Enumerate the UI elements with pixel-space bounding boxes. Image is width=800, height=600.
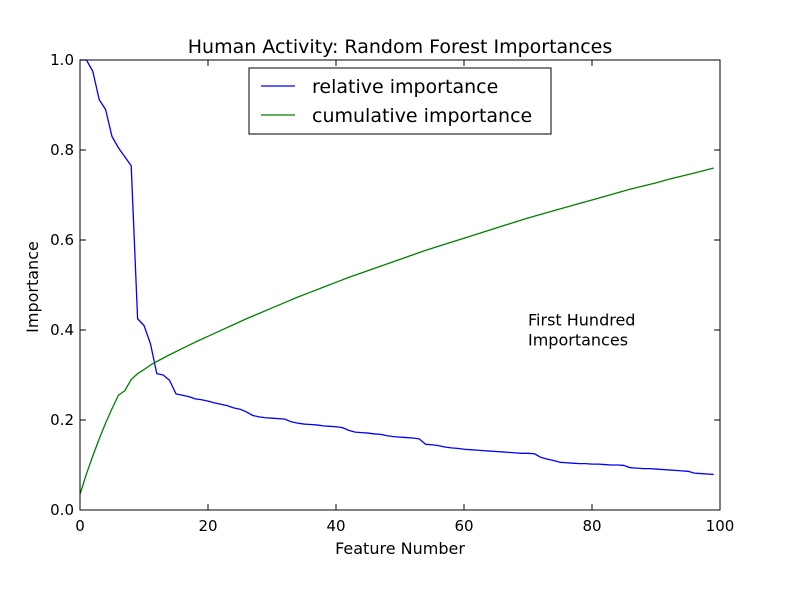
x-tick-label: 60 [454, 517, 473, 535]
annotation-line: First Hundred [528, 311, 635, 330]
y-tick-label: 1.0 [50, 51, 74, 69]
legend: relative importance cumulative importance [248, 67, 552, 135]
x-tick-label: 80 [582, 517, 601, 535]
plot-lines [79, 59, 714, 495]
x-axis-label: Feature Number [335, 539, 465, 558]
series-line-relative-importance [80, 59, 714, 476]
y-axis-label: Importance [23, 241, 42, 333]
x-tick-label: 0 [75, 517, 85, 535]
plot-frame [79, 59, 721, 511]
y-tick-label: 0.2 [50, 411, 74, 429]
y-tick-label: 0.8 [50, 141, 74, 159]
series-line-cumulative-importance [79, 167, 714, 495]
legend-box [248, 67, 552, 135]
y-tick-label: 0.0 [50, 501, 74, 519]
axes: 0 20 40 60 80 100 0.0 0.2 0.4 0.6 0.8 1.0 [50, 51, 734, 535]
x-tick-label: 20 [198, 517, 217, 535]
legend-label: relative importance [312, 76, 498, 98]
legend-label: cumulative importance [312, 105, 532, 127]
chart-title: Human Activity: Random Forest Importance… [188, 36, 613, 58]
x-tick-label: 100 [706, 517, 735, 535]
annotation-line: Importances [528, 331, 628, 350]
y-tick-label: 0.4 [50, 321, 74, 339]
y-tick-label: 0.6 [50, 231, 74, 249]
x-tick-label: 40 [326, 517, 345, 535]
